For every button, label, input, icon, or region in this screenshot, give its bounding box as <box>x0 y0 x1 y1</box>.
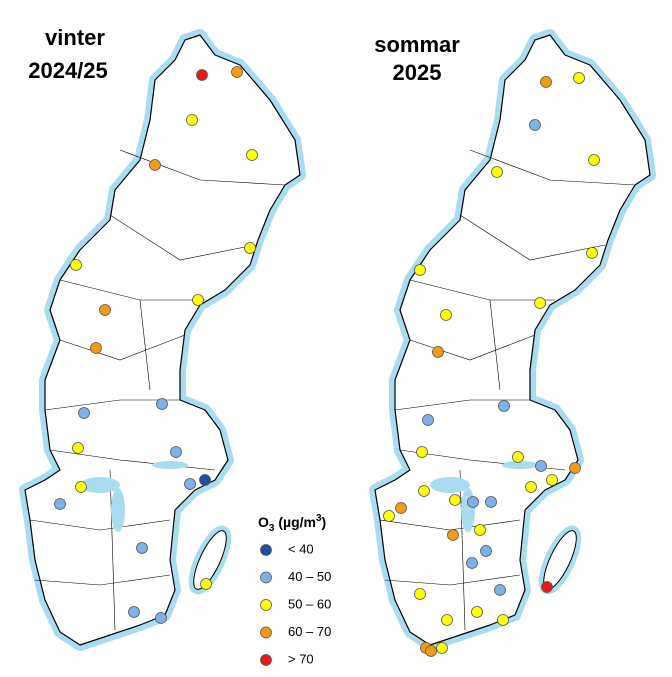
map-title: sommar <box>374 32 460 57</box>
legend-label: 60 – 70 <box>288 624 331 639</box>
station <box>90 342 102 354</box>
station <box>498 400 510 412</box>
legend-label: 40 – 50 <box>288 569 331 584</box>
station <box>535 460 547 472</box>
legend-title-part: 3 <box>316 513 322 524</box>
station <box>569 462 581 474</box>
station <box>534 297 546 309</box>
station <box>136 542 148 554</box>
station <box>128 606 140 618</box>
station <box>480 545 492 557</box>
station <box>546 474 558 486</box>
station <box>491 166 503 178</box>
station <box>192 294 204 306</box>
station <box>200 578 212 590</box>
station <box>155 612 167 624</box>
map-left <box>25 35 300 645</box>
station <box>414 264 426 276</box>
station <box>196 69 208 81</box>
legend-label: 50 – 60 <box>288 596 331 611</box>
station <box>75 481 87 493</box>
station <box>156 398 168 410</box>
station <box>586 247 598 259</box>
station <box>471 606 483 618</box>
station <box>466 557 478 569</box>
station <box>414 588 426 600</box>
station <box>244 242 256 254</box>
map-right <box>375 35 650 645</box>
station <box>99 304 111 316</box>
station <box>441 614 453 626</box>
station <box>422 414 434 426</box>
station <box>416 446 428 458</box>
station <box>512 451 524 463</box>
legend-marker <box>260 571 272 584</box>
map-subtitle: 2025 <box>393 60 442 85</box>
station <box>432 346 444 358</box>
legend-label: > 70 <box>288 651 314 666</box>
station <box>199 474 211 486</box>
legend-title: O3 (µg/m3) <box>258 513 326 534</box>
map-title: vinter <box>45 25 105 50</box>
legend-title-part: (µg/m <box>274 514 316 530</box>
station <box>436 642 448 654</box>
station <box>54 498 66 510</box>
map-subtitle: 2024/25 <box>28 58 108 83</box>
legend-marker <box>260 544 272 556</box>
station <box>529 119 541 131</box>
station <box>474 524 486 536</box>
station <box>395 502 407 514</box>
legend-marker <box>260 599 272 611</box>
station <box>541 581 553 593</box>
legend-label: < 40 <box>288 541 314 556</box>
station <box>231 66 243 78</box>
station <box>467 496 479 508</box>
station <box>440 309 452 321</box>
legend-title-part: 3 <box>269 523 275 534</box>
legend-marker <box>260 626 272 639</box>
station <box>70 259 82 271</box>
station <box>246 149 258 161</box>
legend-marker <box>260 654 272 666</box>
station <box>540 76 552 88</box>
station <box>494 584 506 596</box>
station <box>573 72 585 84</box>
station <box>425 645 437 657</box>
station <box>184 478 196 490</box>
station <box>383 510 395 522</box>
station <box>186 114 198 126</box>
legend-title-part: ) <box>322 514 327 530</box>
legend-title-part: O <box>258 514 269 530</box>
station <box>72 442 84 454</box>
station <box>170 446 182 458</box>
station <box>447 529 459 541</box>
station <box>485 496 497 508</box>
station <box>497 614 509 626</box>
station <box>149 159 161 171</box>
station <box>418 485 430 497</box>
station <box>449 494 461 506</box>
station <box>525 481 537 493</box>
station <box>588 154 600 166</box>
station <box>78 407 90 419</box>
